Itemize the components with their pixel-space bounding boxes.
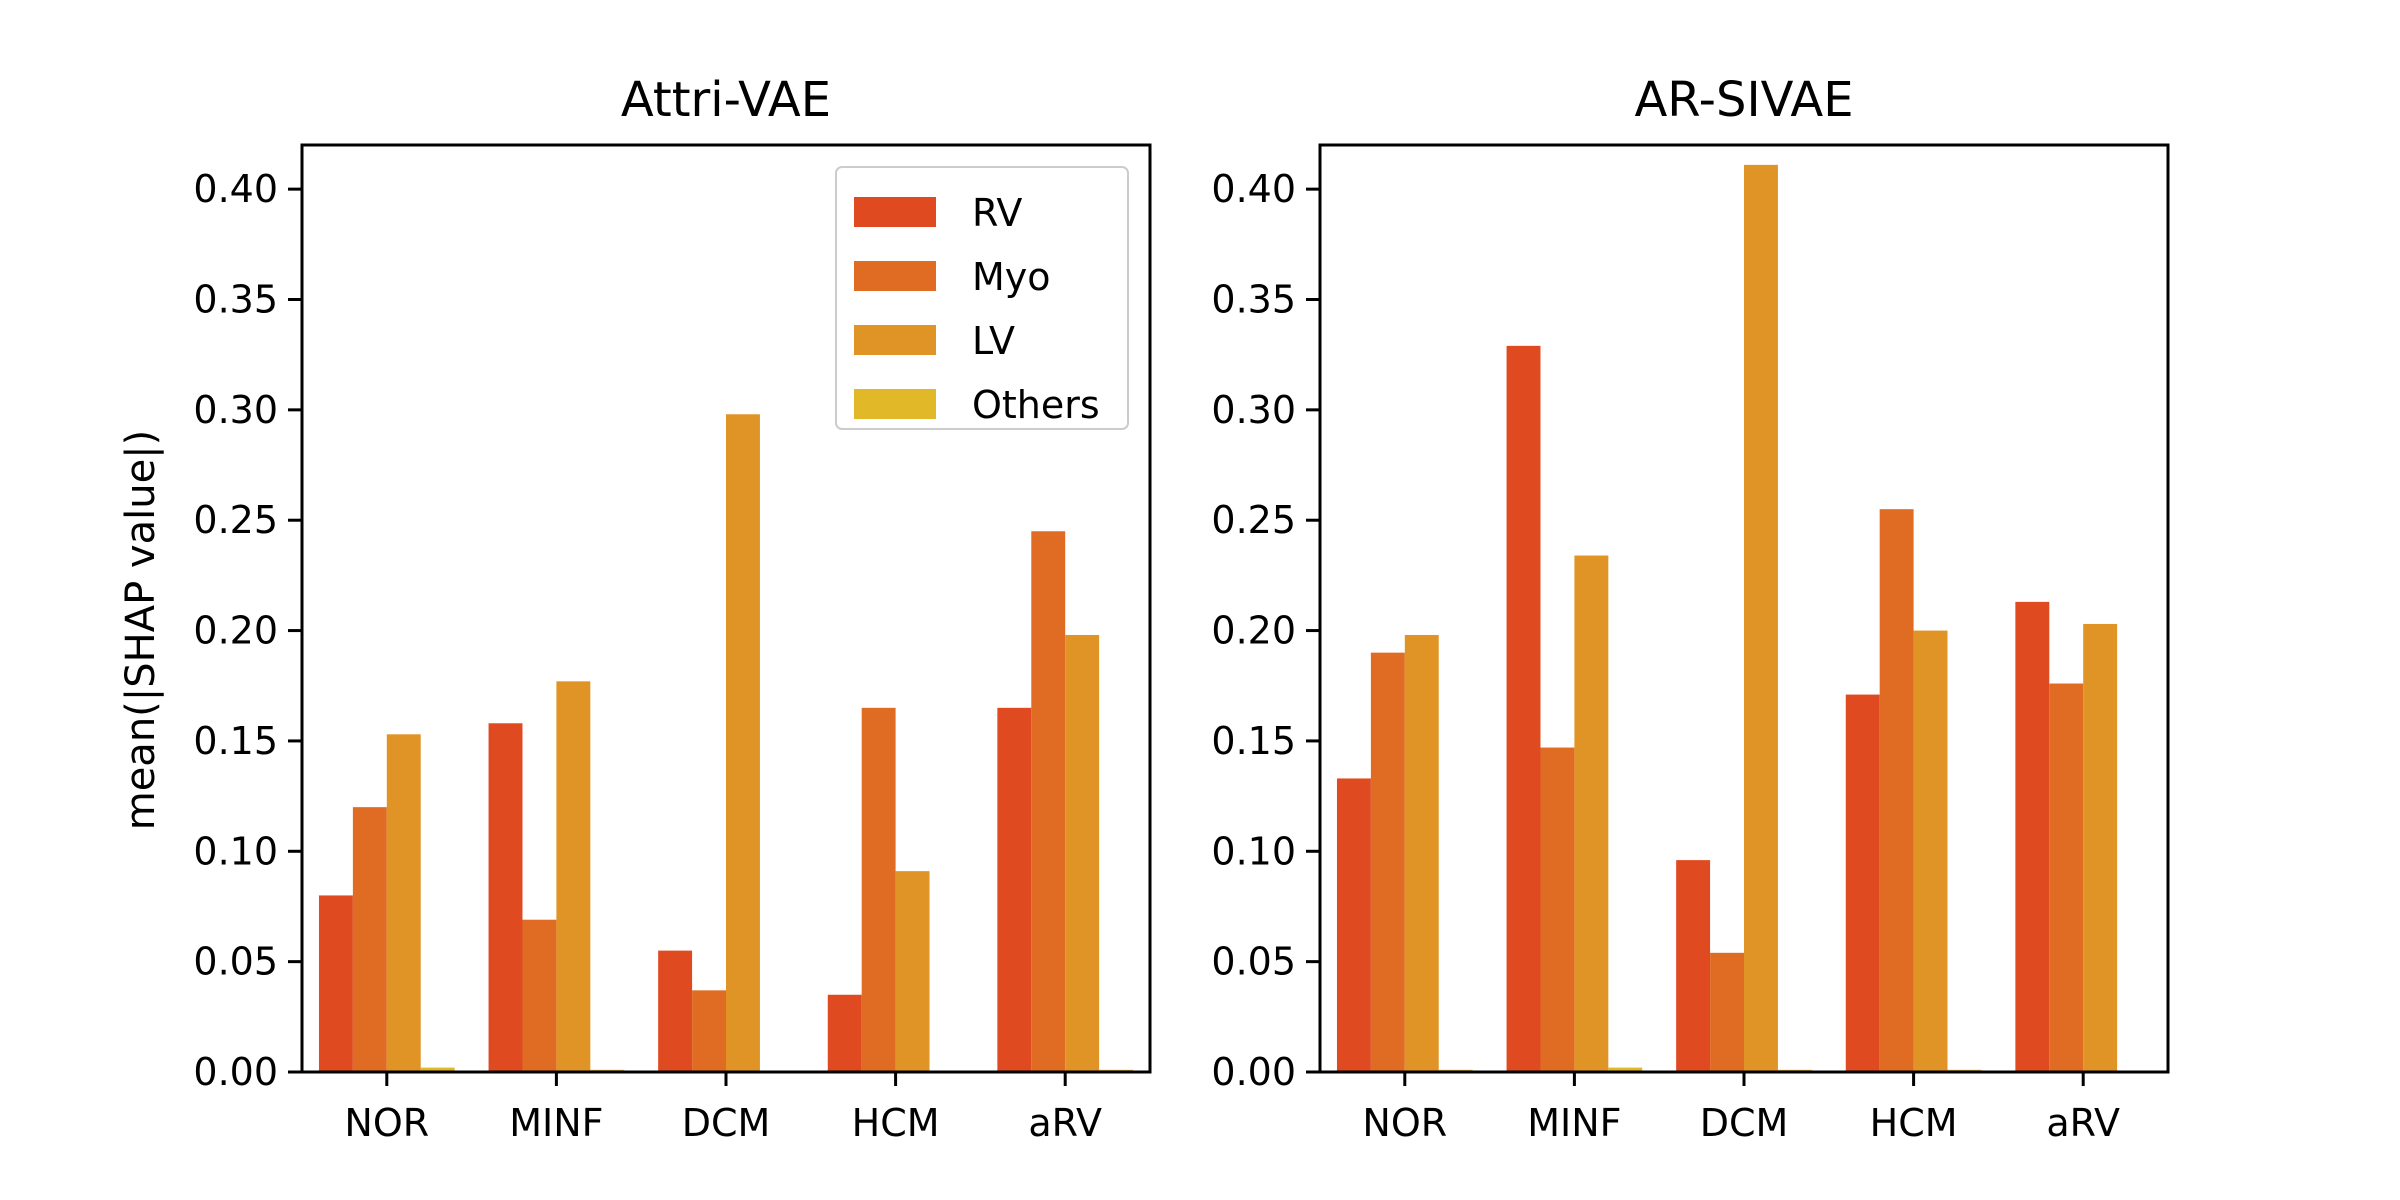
- x-tick-label: DCM: [1700, 1101, 1789, 1145]
- x-tick-label: HCM: [852, 1101, 940, 1145]
- bar-hcm-rv: [827, 994, 862, 1072]
- y-tick-label: 0.35: [193, 278, 278, 322]
- bar-minf-rv: [488, 723, 523, 1072]
- bar-hcm-myo: [1879, 509, 1914, 1072]
- bar-nor-myo: [1370, 652, 1405, 1072]
- bar-arv-lv: [1065, 634, 1100, 1072]
- bar-arv-rv: [2015, 601, 2050, 1072]
- legend-label-others: Others: [972, 383, 1100, 427]
- bar-minf-rv: [1506, 345, 1541, 1073]
- bar-dcm-rv: [1676, 860, 1711, 1072]
- chart-panel-ar-sivae: AR-SIVAE 0.00 0.05 0.10 0.15 0.20 0.25 0.30 0.3…: [1211, 72, 2170, 1145]
- legend-label-myo: Myo: [972, 255, 1051, 299]
- y-tick-label: 0.30: [1211, 388, 1296, 432]
- bar-minf-lv: [1574, 555, 1609, 1072]
- y-tick-label: 0.00: [193, 1050, 278, 1094]
- y-tick-label: 0.15: [193, 719, 278, 763]
- bar-hcm-lv: [895, 871, 930, 1072]
- plot-frame: [300, 143, 1152, 1074]
- x-axis: NOR MINF DCM HCM aRV: [1362, 1072, 2120, 1145]
- y-tick-label: 0.25: [193, 498, 278, 542]
- bar-minf-myo: [1540, 747, 1575, 1072]
- bar-dcm-rv: [658, 950, 693, 1072]
- x-tick-label: DCM: [682, 1101, 771, 1145]
- y-axis: 0.00 0.05 0.10 0.15 0.20 0.25 0.30 0.35 0.40: [193, 167, 302, 1094]
- legend-swatch-others: [854, 389, 936, 419]
- chart-panel-attri-vae: Attri-VAE mean(|SHAP value|) 0.00 0.05 0.1…: [118, 72, 1152, 1145]
- y-axis: 0.00 0.05 0.10 0.15 0.20 0.25 0.30 0.35 0.40: [1211, 167, 1320, 1094]
- plot-frame: [1318, 143, 2170, 1074]
- panel-title: Attri-VAE: [621, 72, 831, 128]
- bar-dcm-lv: [1744, 164, 1778, 1073]
- legend-label-lv: LV: [972, 319, 1015, 363]
- bar-nor-rv: [318, 895, 353, 1072]
- y-tick-label: 0.40: [193, 167, 278, 211]
- y-tick-label: 0.05: [1211, 940, 1296, 984]
- legend-swatch-rv: [854, 197, 936, 227]
- x-tick-label: NOR: [1362, 1101, 1447, 1145]
- x-tick-label: NOR: [344, 1101, 429, 1145]
- y-tick-label: 0.15: [1211, 719, 1296, 763]
- bar-hcm-myo: [861, 707, 896, 1072]
- x-tick-label: MINF: [1527, 1101, 1621, 1145]
- bar-nor-lv: [386, 734, 421, 1072]
- y-tick-label: 0.05: [193, 940, 278, 984]
- bar-hcm-rv: [1845, 694, 1880, 1072]
- legend-swatch-lv: [854, 325, 936, 355]
- bar-nor-others: [420, 1067, 455, 1072]
- bar-dcm-myo: [1710, 952, 1744, 1072]
- bar-arv-myo: [1031, 531, 1066, 1072]
- x-tick-label: MINF: [509, 1101, 603, 1145]
- y-tick-label: 0.20: [1211, 609, 1296, 653]
- x-tick-label: aRV: [1028, 1101, 1102, 1145]
- legend-label-rv: RV: [972, 191, 1022, 235]
- y-tick-label: 0.10: [193, 829, 278, 873]
- bar-nor-lv: [1404, 634, 1439, 1072]
- y-tick-label: 0.25: [1211, 498, 1296, 542]
- y-tick-label: 0.00: [1211, 1050, 1296, 1094]
- x-axis: NOR MINF DCM HCM aRV: [344, 1072, 1102, 1145]
- legend: RV Myo LV Others: [835, 166, 1129, 430]
- y-tick-label: 0.35: [1211, 278, 1296, 322]
- x-tick-label: HCM: [1870, 1101, 1958, 1145]
- y-tick-label: 0.30: [193, 388, 278, 432]
- y-tick-label: 0.10: [1211, 829, 1296, 873]
- y-tick-label: 0.20: [193, 609, 278, 653]
- bar-dcm-myo: [692, 990, 726, 1072]
- legend-swatch-myo: [854, 261, 936, 291]
- bar-arv-rv: [997, 707, 1032, 1072]
- x-tick-label: aRV: [2046, 1101, 2120, 1145]
- bar-group: [1336, 164, 2152, 1073]
- bar-minf-lv: [556, 681, 591, 1072]
- bar-minf-myo: [522, 919, 557, 1072]
- bar-minf-others: [1608, 1067, 1643, 1072]
- panel-title: AR-SIVAE: [1634, 72, 1853, 128]
- y-tick-label: 0.40: [1211, 167, 1296, 211]
- bar-arv-myo: [2049, 683, 2084, 1072]
- y-axis-label: mean(|SHAP value|): [118, 430, 164, 831]
- bar-hcm-lv: [1913, 630, 1948, 1072]
- bar-dcm-lv: [726, 414, 760, 1072]
- bar-nor-myo: [352, 807, 387, 1072]
- legend-frame: [835, 166, 1129, 430]
- bar-group: [318, 414, 1134, 1072]
- bar-arv-lv: [2083, 623, 2118, 1072]
- bar-nor-rv: [1336, 778, 1371, 1072]
